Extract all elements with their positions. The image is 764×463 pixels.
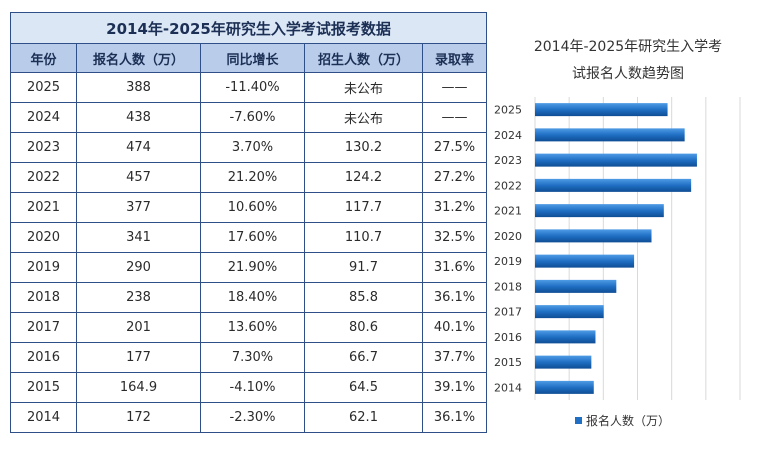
table-cell: 124.2 bbox=[304, 162, 423, 193]
bar bbox=[535, 254, 635, 268]
table-cell: —— bbox=[421, 72, 488, 103]
table-cell: 85.8 bbox=[304, 282, 423, 313]
chart-title-line2: 试报名人数趋势图 bbox=[572, 66, 684, 82]
table-cell: 117.7 bbox=[304, 192, 423, 223]
table-row: 2015 164.9 -4.10% 64.5 39.1% bbox=[10, 372, 488, 403]
table-cell: 2024 bbox=[10, 102, 77, 133]
y-tick-label: 2016 bbox=[494, 331, 522, 344]
data-table-panel: 2014年-2025年研究生入学考试报考数据 年份 报名人数（万） 同比增长 招生人数… bbox=[9, 12, 488, 433]
chart-title-line1: 2014年-2025年研究生入学考 bbox=[533, 39, 723, 55]
table-cell: 31.6% bbox=[421, 252, 488, 283]
table-cell: 474 bbox=[76, 132, 201, 163]
table-cell: 388 bbox=[76, 72, 201, 103]
data-table: 2014年-2025年研究生入学考试报考数据 年份 报名人数（万） 同比增长 招生人数… bbox=[9, 12, 488, 433]
y-tick-label: 2017 bbox=[494, 306, 522, 319]
table-cell: 21.20% bbox=[200, 162, 305, 193]
y-tick-label: 2014 bbox=[494, 381, 522, 394]
table-cell: 2016 bbox=[10, 342, 77, 373]
table-cell: 2022 bbox=[10, 162, 77, 193]
table-row: 2018 238 18.40% 85.8 36.1% bbox=[10, 282, 488, 313]
table-cell: 2023 bbox=[10, 132, 77, 163]
table-cell: 32.5% bbox=[421, 222, 488, 253]
legend-swatch bbox=[575, 417, 582, 424]
table-row: 2023 474 3.70% 130.2 27.5% bbox=[10, 132, 488, 163]
table-cell: 39.1% bbox=[421, 372, 488, 403]
table-cell: 13.60% bbox=[200, 312, 305, 343]
table-header-cell: 录取率 bbox=[421, 43, 488, 73]
table-cell: -2.30% bbox=[200, 402, 305, 433]
bar bbox=[535, 380, 594, 394]
legend-label: 报名人数（万） bbox=[586, 413, 670, 428]
table-cell: 62.1 bbox=[304, 402, 423, 433]
table-row: 2016 177 7.30% 66.7 37.7% bbox=[10, 342, 488, 373]
bar bbox=[535, 330, 596, 344]
table-header-cell: 招生人数（万） bbox=[304, 43, 423, 73]
table-cell: 2017 bbox=[10, 312, 77, 343]
table-row: 2017 201 13.60% 80.6 40.1% bbox=[10, 312, 488, 343]
y-tick-label: 2019 bbox=[494, 255, 522, 268]
table-cell: -11.40% bbox=[200, 72, 305, 103]
table-row: 2024 438 -7.60% 未公布 —— bbox=[10, 102, 488, 133]
table-cell: 377 bbox=[76, 192, 201, 223]
table-row: 2021 377 10.60% 117.7 31.2% bbox=[10, 192, 488, 223]
bar bbox=[535, 305, 604, 319]
table-header-row: 年份 报名人数（万） 同比增长 招生人数（万） 录取率 bbox=[10, 43, 488, 73]
table-row: 2025 388 -11.40% 未公布 —— bbox=[10, 72, 488, 103]
table-cell: 2021 bbox=[10, 192, 77, 223]
bar bbox=[535, 178, 692, 192]
y-tick-label: 2021 bbox=[494, 205, 522, 218]
table-header-cell: 同比增长 bbox=[200, 43, 305, 73]
y-tick-label: 2020 bbox=[494, 230, 522, 243]
table-body: 2025 388 -11.40% 未公布 —— 2024 438 -7.60% 未公布 —— 202… bbox=[10, 72, 488, 433]
bar bbox=[535, 103, 668, 117]
bar bbox=[535, 279, 617, 293]
table-cell: 36.1% bbox=[421, 402, 488, 433]
bar bbox=[535, 229, 652, 243]
table-cell: 438 bbox=[76, 102, 201, 133]
table-cell: 172 bbox=[76, 402, 201, 433]
table-title: 2014年-2025年研究生入学考试报考数据 bbox=[9, 12, 488, 44]
table-cell: 27.2% bbox=[421, 162, 488, 193]
table-cell: 164.9 bbox=[76, 372, 201, 403]
y-tick-label: 2022 bbox=[494, 179, 522, 192]
table-cell: 91.7 bbox=[304, 252, 423, 283]
y-tick-label: 2023 bbox=[494, 154, 522, 167]
table-cell: 2025 bbox=[10, 72, 77, 103]
table-cell: -7.60% bbox=[200, 102, 305, 133]
table-cell: 2019 bbox=[10, 252, 77, 283]
bar bbox=[535, 153, 697, 167]
table-cell: 2018 bbox=[10, 282, 77, 313]
table-cell: 341 bbox=[76, 222, 201, 253]
table-row: 2019 290 21.90% 91.7 31.6% bbox=[10, 252, 488, 283]
table-cell: 110.7 bbox=[304, 222, 423, 253]
table-cell: 未公布 bbox=[304, 72, 423, 103]
table-cell: 457 bbox=[76, 162, 201, 193]
table-cell: 2014 bbox=[10, 402, 77, 433]
y-tick-label: 2024 bbox=[494, 129, 522, 142]
y-tick-label: 2025 bbox=[494, 104, 522, 117]
y-tick-label: 2018 bbox=[494, 280, 522, 293]
table-cell: 7.30% bbox=[200, 342, 305, 373]
bar bbox=[535, 204, 664, 218]
table-row: 2022 457 21.20% 124.2 27.2% bbox=[10, 162, 488, 193]
bar bbox=[535, 355, 592, 369]
bar bbox=[535, 128, 685, 142]
table-cell: 27.5% bbox=[421, 132, 488, 163]
table-cell: 37.7% bbox=[421, 342, 488, 373]
table-cell: 201 bbox=[76, 312, 201, 343]
table-row: 2014 172 -2.30% 62.1 36.1% bbox=[10, 402, 488, 433]
y-tick-label: 2015 bbox=[494, 356, 522, 369]
